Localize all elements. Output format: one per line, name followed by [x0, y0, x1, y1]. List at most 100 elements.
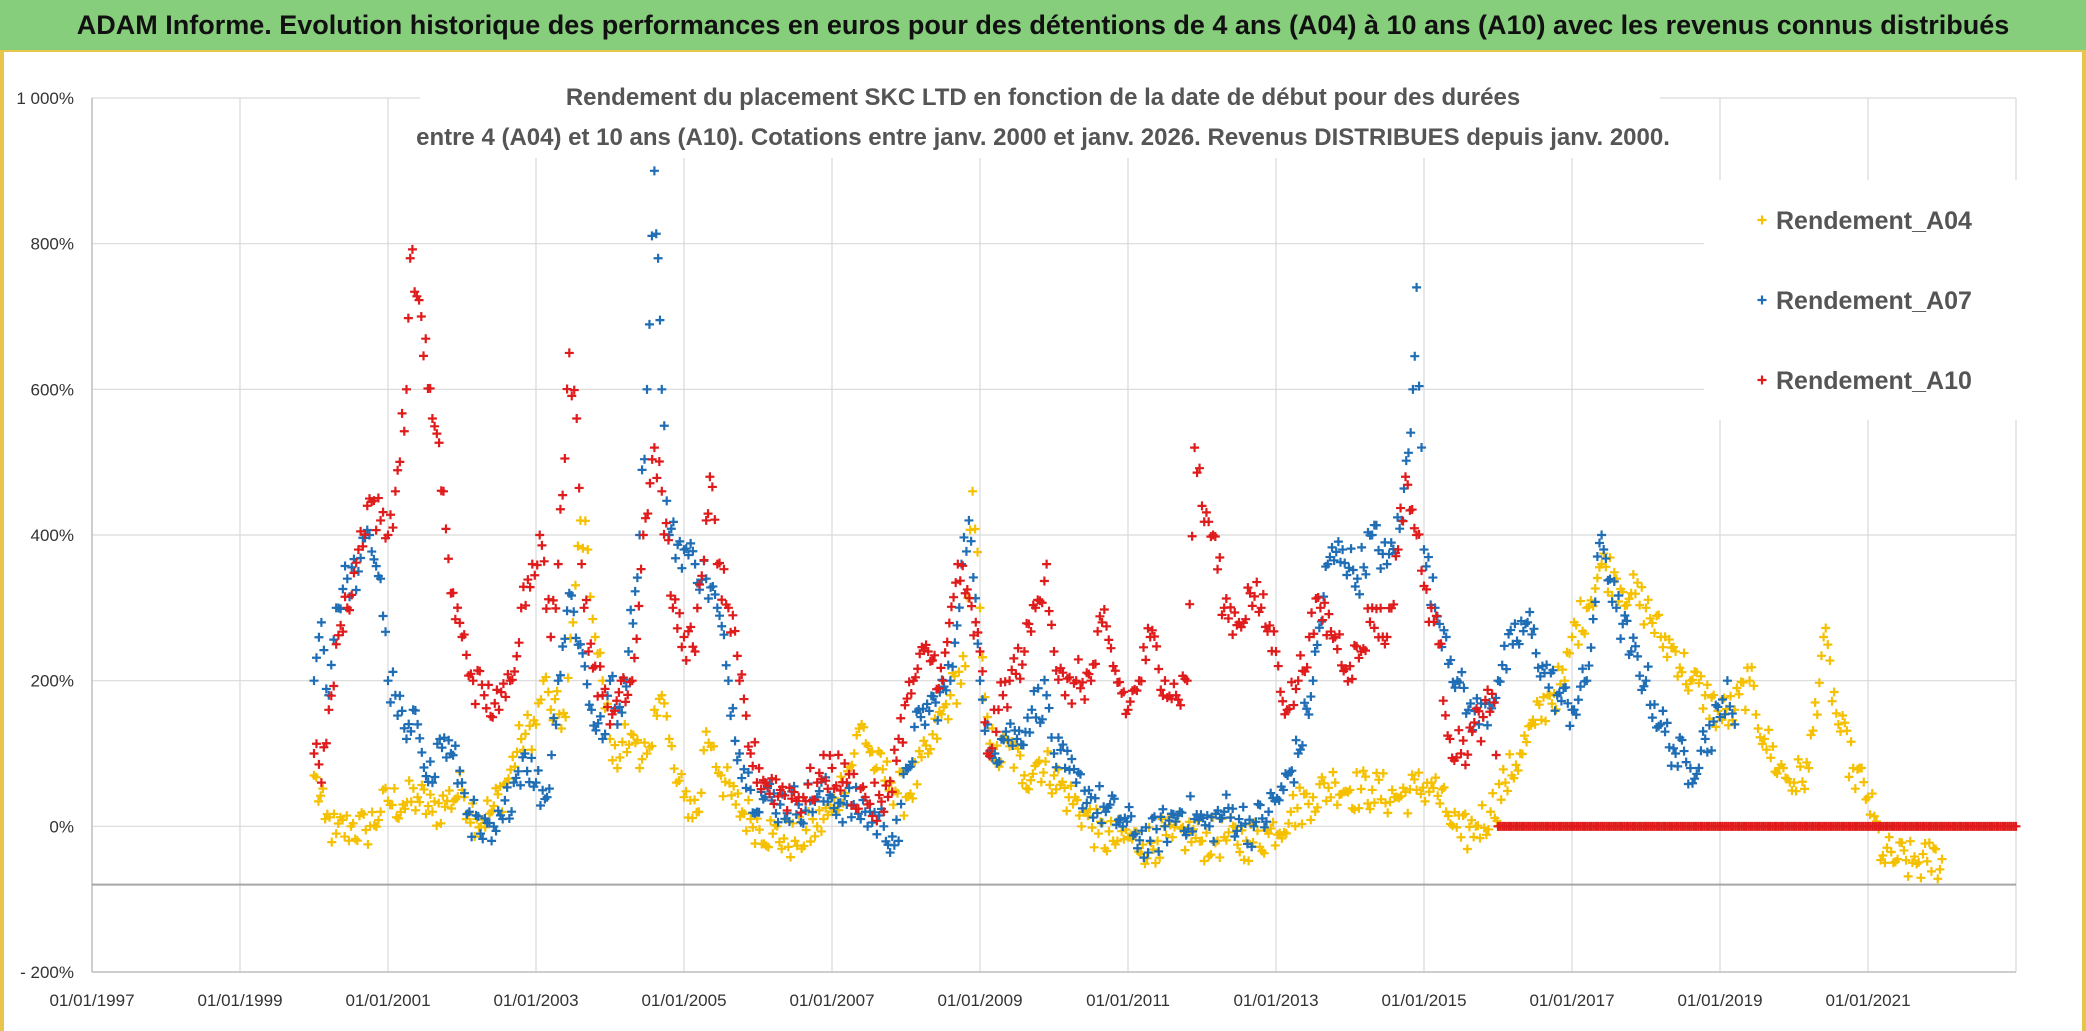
- data-point: [406, 726, 416, 736]
- data-point: [588, 614, 598, 624]
- data-point: [1522, 737, 1532, 747]
- data-point: [385, 510, 395, 520]
- data-point: [921, 640, 931, 650]
- data-point: [1292, 803, 1302, 813]
- data-point: [495, 810, 505, 820]
- data-point: [402, 384, 411, 394]
- data-point: [1814, 678, 1824, 688]
- data-point: [710, 515, 720, 525]
- data-point: [1012, 734, 1022, 744]
- data-point: [632, 573, 642, 583]
- data-point: [1295, 650, 1305, 660]
- data-point: [746, 785, 756, 795]
- data-point: [1378, 632, 1388, 642]
- data-point: [670, 594, 680, 604]
- data-point: [571, 633, 581, 643]
- data-point: [719, 630, 729, 640]
- data-point: [1088, 813, 1098, 823]
- data-point: [723, 676, 733, 686]
- data-point: [595, 711, 605, 721]
- data-point: [681, 544, 691, 554]
- data-point: [1812, 710, 1822, 720]
- data-point: [741, 711, 751, 721]
- data-point: [340, 561, 350, 571]
- data-point: [1291, 735, 1301, 745]
- data-point: [547, 750, 557, 760]
- data-point: [1084, 785, 1094, 795]
- data-point: [943, 714, 953, 724]
- data-point: [415, 733, 425, 743]
- data-point: [1643, 595, 1653, 605]
- data-point: [634, 601, 644, 611]
- data-point: [348, 818, 358, 828]
- data-point: [1380, 639, 1390, 649]
- data-point: [532, 560, 542, 570]
- data-point: [1416, 789, 1426, 799]
- data-point: [430, 796, 440, 806]
- data-point: [1038, 768, 1048, 778]
- data-point: [349, 568, 359, 578]
- data-point: [814, 786, 824, 796]
- data-point: [1616, 634, 1626, 644]
- data-point: [1469, 832, 1479, 842]
- data-point: [465, 818, 475, 828]
- data-point: [1481, 830, 1491, 840]
- data-point: [410, 805, 420, 815]
- data-point: [615, 702, 625, 712]
- y-tick-label: 1 000%: [16, 89, 74, 108]
- data-point: [1226, 813, 1236, 823]
- data-point: [1274, 795, 1284, 805]
- data-point: [448, 588, 458, 598]
- chart-frame: [0, 52, 2086, 1031]
- x-tick-label: 01/01/2013: [1233, 991, 1318, 1010]
- data-point: [550, 694, 560, 704]
- data-point: [1717, 694, 1727, 704]
- data-point: [1757, 739, 1767, 749]
- data-point: [1681, 679, 1691, 689]
- data-point: [664, 734, 674, 744]
- data-point: [1528, 715, 1538, 725]
- data-point: [1819, 632, 1829, 642]
- data-point: [1633, 651, 1643, 661]
- data-point: [998, 690, 1008, 700]
- data-point: [1544, 683, 1554, 693]
- data-point: [1241, 614, 1251, 624]
- data-point: [695, 579, 705, 589]
- data-point: [690, 559, 700, 569]
- data-point: [1289, 700, 1299, 710]
- data-point: [1053, 733, 1063, 743]
- data-point: [827, 763, 837, 773]
- data-point: [413, 719, 423, 729]
- data-point: [1354, 803, 1364, 813]
- data-point: [1265, 620, 1275, 630]
- data-point: [1090, 659, 1100, 669]
- data-point: [535, 530, 545, 540]
- data-point: [1019, 770, 1029, 780]
- data-point: [791, 796, 801, 806]
- data-point: [1711, 722, 1721, 732]
- data-point: [1326, 627, 1336, 637]
- data-point: [640, 454, 650, 464]
- data-point: [1401, 472, 1410, 482]
- data-point: [1391, 551, 1401, 561]
- data-point: [940, 648, 950, 658]
- data-point: [584, 646, 594, 656]
- data-point: [1491, 750, 1501, 760]
- data-point: [1511, 760, 1521, 770]
- x-tick-label: 01/01/2009: [937, 991, 1022, 1010]
- data-point: [617, 708, 627, 718]
- data-point: [1097, 818, 1107, 828]
- data-point: [582, 679, 592, 689]
- data-point: [766, 815, 776, 825]
- data-point: [763, 842, 773, 852]
- data-point: [453, 603, 463, 613]
- data-point: [1089, 842, 1099, 852]
- data-point: [1141, 655, 1151, 665]
- data-point: [1785, 777, 1795, 787]
- legend-marker: [1757, 215, 1767, 225]
- banner-title: ADAM Informe. Evolution historique des p…: [0, 0, 2086, 52]
- data-point: [654, 456, 664, 466]
- data-point: [1295, 783, 1305, 793]
- data-point: [1609, 576, 1619, 586]
- data-point: [728, 610, 738, 620]
